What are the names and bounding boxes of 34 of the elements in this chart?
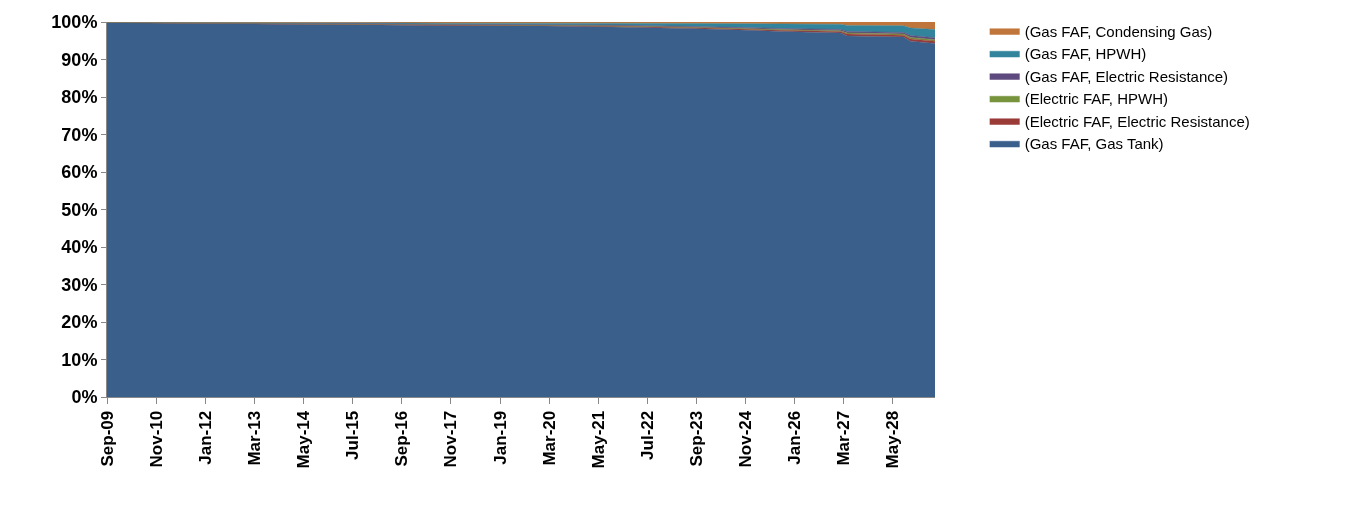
x-tick-label: Sep-16 [392, 410, 412, 467]
legend-label: (Gas FAF, Gas Tank) [1024, 135, 1164, 153]
y-tick-label: 80% [61, 87, 98, 108]
y-tick-label: 0% [71, 387, 98, 408]
y-tick-label: 90% [61, 49, 98, 70]
x-tick-label: Jan-19 [490, 410, 510, 465]
x-tick-label: Jul-15 [342, 410, 362, 460]
y-tick-label: 30% [61, 274, 98, 295]
x-tick-label: Mar-27 [834, 410, 854, 466]
x-tick-label: Nov-17 [441, 410, 461, 468]
legend-label: (Electric FAF, HPWH) [1024, 90, 1169, 108]
legend-label: (Gas FAF, Electric Resistance) [1024, 67, 1229, 85]
x-tick-label: Nov-10 [146, 410, 166, 468]
x-tick-label: May-21 [588, 410, 608, 469]
y-tick-label: 20% [61, 312, 98, 333]
y-tick-label: 50% [61, 199, 98, 220]
x-tick-label: Jan-12 [195, 410, 215, 465]
legend-label: (Gas FAF, Condensing Gas) [1024, 22, 1213, 40]
legend-label: (Electric FAF, Electric Resistance) [1024, 112, 1250, 130]
x-tick-label: Jan-26 [785, 410, 805, 465]
legend-label: (Gas FAF, HPWH) [1024, 45, 1147, 63]
x-tick-label: Sep-23 [686, 410, 706, 467]
x-tick-label: Nov-24 [736, 410, 756, 468]
y-tick-label: 100% [51, 12, 98, 33]
x-tick-label: May-28 [883, 410, 903, 469]
x-tick-label: Mar-13 [244, 410, 264, 466]
y-tick-label: 60% [61, 162, 98, 183]
y-tick-label: 70% [61, 124, 98, 145]
x-tick-label: Jul-22 [637, 410, 657, 460]
y-tick-label: 40% [61, 237, 98, 258]
x-tick-label: Mar-20 [539, 410, 559, 466]
y-tick-label: 10% [61, 349, 98, 370]
x-tick-label: Sep-09 [97, 410, 117, 467]
x-tick-label: May-14 [293, 410, 313, 469]
